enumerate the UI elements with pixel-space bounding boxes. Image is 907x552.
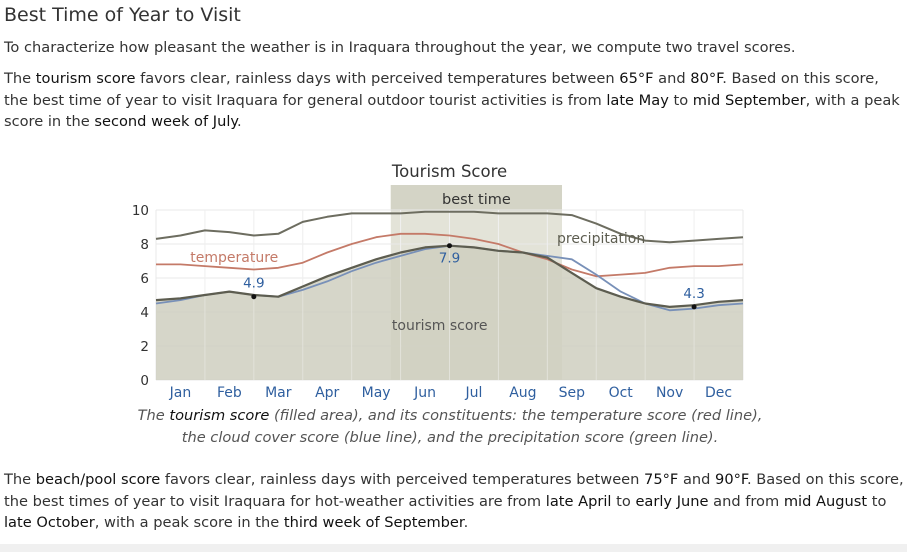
range-start: late May [606, 91, 669, 109]
beach-paragraph: The beach/pool score favors clear, rainl… [4, 469, 904, 534]
x-tick-label: Dec [705, 385, 732, 401]
temp-high: 80°F [690, 70, 723, 87]
text: The [4, 70, 36, 87]
range-1-start: late April [545, 492, 612, 510]
x-tick-label: Oct [609, 385, 634, 401]
text: , with a peak score in the [94, 514, 284, 531]
text: and [653, 70, 691, 87]
term-tourism-score: tourism score [35, 70, 136, 87]
range-2-start: mid August [783, 492, 868, 510]
range-2-end: late October [4, 514, 95, 531]
x-tick-label: Jul [465, 385, 483, 401]
text: . [463, 514, 469, 531]
range-end: mid September [692, 91, 806, 109]
section-title: Best Time of Year to Visit [4, 4, 241, 26]
text: . Based on this score, the best time of … [4, 70, 879, 109]
y-tick-label: 8 [140, 237, 149, 253]
best-time-label: best time [442, 192, 511, 208]
text: . Based on this score, the best times of… [4, 471, 904, 510]
text: favors clear, rainless days with perceiv… [160, 471, 645, 488]
text: to [668, 91, 693, 109]
text: to [867, 492, 887, 510]
term-beach-score: beach/pool score [35, 471, 161, 488]
y-tick-label: 2 [140, 339, 149, 355]
y-tick-label: 10 [132, 203, 149, 219]
temp-high: 90°F [715, 471, 747, 488]
text: (filled area), and its constituents: the… [181, 407, 763, 446]
peak-time: second week of July [94, 113, 237, 130]
x-tick-label: Feb [217, 385, 242, 401]
annotation-point [251, 294, 257, 300]
x-tick-label: Jan [169, 385, 192, 401]
y-tick-label: 4 [140, 305, 149, 321]
text: , with a peak score in the [4, 91, 900, 131]
x-tick-label: Sep [559, 385, 586, 401]
temperature-label: temperature [190, 250, 278, 266]
best-time-band-header [390, 185, 563, 211]
x-tick-label: Jun [413, 385, 436, 401]
annotation-point [691, 304, 697, 310]
annotation-point [447, 243, 452, 249]
annotation-label: 4.9 [243, 276, 264, 292]
temp-low: 75°F [644, 471, 679, 488]
tourism-score-label: tourism score [392, 318, 488, 334]
range-1-end: early June [635, 492, 709, 510]
tourism-score-area [156, 245, 743, 380]
x-tick-label: Apr [315, 385, 339, 401]
x-tick-label: May [362, 385, 391, 401]
text: . [236, 113, 242, 130]
x-tick-label: Nov [656, 385, 683, 401]
caption-term: tourism score [169, 407, 270, 424]
text: and [678, 471, 716, 488]
text: to [611, 492, 636, 510]
text: favors clear, rainless days with perceiv… [135, 70, 620, 87]
chart-title: Tourism Score [391, 162, 507, 181]
precipitation-line [155, 210, 744, 244]
footer-band [0, 544, 907, 552]
y-tick-label: 6 [140, 271, 149, 287]
annotation-label: 7.9 [439, 251, 460, 267]
precipitation-label: precipitation [557, 231, 645, 247]
text: The [4, 471, 36, 488]
tourism-paragraph: The tourism score favors clear, rainless… [4, 68, 904, 133]
y-tick-label: 0 [140, 373, 149, 389]
temperature-line [156, 232, 744, 278]
x-tick-label: Aug [509, 385, 536, 401]
intro-paragraph: To characterize how pleasant the weather… [4, 39, 796, 56]
text: and from [708, 492, 784, 510]
temp-low: 65°F [619, 70, 654, 87]
text: The [137, 407, 170, 424]
peak-time: third week of September [283, 514, 464, 531]
annotation-label: 4.3 [683, 286, 704, 302]
x-tick-label: Mar [265, 385, 292, 401]
chart-caption: The tourism score (filled area), and its… [130, 405, 770, 449]
